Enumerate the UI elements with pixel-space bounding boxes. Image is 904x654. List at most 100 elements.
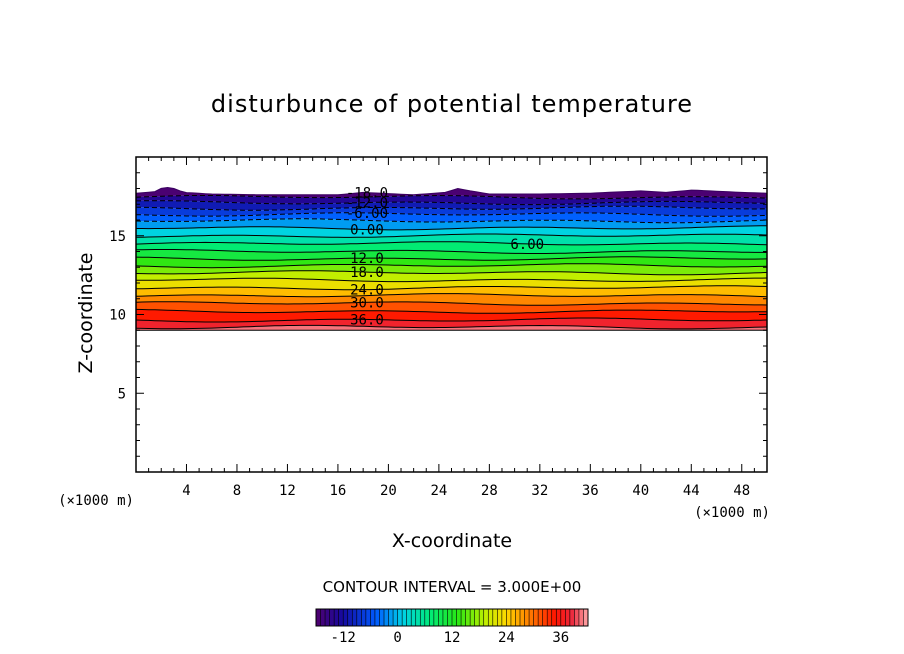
contour-line bbox=[136, 285, 767, 291]
colorbar-cell bbox=[452, 609, 457, 626]
colorbar-cell bbox=[338, 609, 344, 626]
y-tick-label: 15 bbox=[109, 229, 126, 245]
x-tick-label: 44 bbox=[683, 483, 700, 499]
contour-line bbox=[136, 293, 767, 298]
colorbar-frame bbox=[315, 608, 589, 627]
colorbar-cell bbox=[356, 609, 362, 626]
contour-label: 30.0 bbox=[350, 295, 384, 311]
contour-line bbox=[136, 301, 767, 306]
contour-line bbox=[136, 324, 767, 330]
colorbar-cell bbox=[424, 609, 430, 626]
colorbar-cell bbox=[474, 609, 480, 626]
colorbar-cell bbox=[569, 609, 575, 626]
x-tick-label: 24 bbox=[430, 483, 447, 499]
colorbar-cell bbox=[393, 609, 398, 626]
colorbar-cell bbox=[325, 609, 330, 626]
colorbar-cell bbox=[343, 609, 349, 626]
colorbar-cell bbox=[316, 609, 321, 626]
x-tick-label: 40 bbox=[632, 483, 649, 499]
colorbar-tick-label: 0 bbox=[393, 630, 401, 646]
colorbar-cell bbox=[402, 609, 407, 626]
y-axis-ticks: 5 10 15 bbox=[109, 172, 767, 457]
colorbar-cell bbox=[456, 609, 462, 626]
contour-interval-label: CONTOUR INTERVAL = 3.000E+00 bbox=[323, 578, 582, 596]
colorbar-cell bbox=[406, 609, 412, 626]
contour-line bbox=[136, 218, 767, 224]
contour-line bbox=[136, 277, 767, 283]
colorbar-cell bbox=[542, 609, 548, 626]
y-tick-label: 10 bbox=[109, 308, 126, 324]
colorbar-cell bbox=[433, 609, 439, 626]
colorbar-cell bbox=[506, 609, 512, 626]
colorbar-cell bbox=[583, 609, 589, 626]
colorbar-cell bbox=[374, 609, 380, 626]
colorbar-cell bbox=[470, 609, 475, 626]
colorbar-cell bbox=[320, 609, 326, 626]
contour-line bbox=[136, 270, 767, 276]
y-unit-label: (×1000 m) bbox=[58, 493, 134, 509]
contour-line bbox=[136, 317, 767, 323]
contour-label: -18.0 bbox=[346, 185, 388, 201]
colorbar-cell bbox=[365, 609, 371, 626]
colorbar-cell bbox=[501, 609, 507, 626]
colorbar-tick-label: 12 bbox=[444, 630, 461, 646]
colorbar-cell bbox=[370, 609, 376, 626]
y-tick-label: 5 bbox=[118, 386, 126, 402]
contour-line bbox=[136, 241, 767, 246]
colorbar-cell bbox=[565, 609, 571, 626]
x-tick-label: 8 bbox=[233, 483, 241, 499]
colorbar-cell bbox=[347, 609, 353, 626]
x-unit-label: (×1000 m) bbox=[694, 505, 770, 521]
colorbar-cell bbox=[411, 609, 417, 626]
colorbar-tick-label: -12 bbox=[331, 630, 356, 646]
colorbar-cell bbox=[361, 609, 367, 626]
contour-line bbox=[136, 263, 767, 269]
x-axis-title: X-coordinate bbox=[392, 530, 512, 552]
contour-line bbox=[136, 308, 767, 314]
contour-band bbox=[136, 318, 767, 329]
x-tick-label: 28 bbox=[481, 483, 498, 499]
colorbar-cell bbox=[520, 609, 525, 626]
colorbar-cell bbox=[551, 609, 557, 626]
x-tick-label: 16 bbox=[329, 483, 346, 499]
contour-line bbox=[136, 225, 767, 231]
x-axis-ticks: 4 8 12 16 20 24 28 32 36 40 44 48 bbox=[148, 157, 755, 499]
x-tick-label: 48 bbox=[733, 483, 750, 499]
colorbar-cell bbox=[329, 609, 335, 626]
colorbar-cell bbox=[488, 609, 494, 626]
x-tick-label: 12 bbox=[279, 483, 296, 499]
contour-label: 36.0 bbox=[350, 312, 384, 328]
contour-labels: -18.0-12.0-6.000.00 6.00 12.018.0 24.030.03… bbox=[346, 185, 544, 328]
chart-title: disturbunce of potential temperature bbox=[211, 90, 693, 118]
colorbar-cell bbox=[352, 609, 358, 626]
contour-label: 24.0 bbox=[350, 283, 384, 299]
contour-band bbox=[136, 187, 767, 199]
colorbar-cell bbox=[420, 609, 426, 626]
colorbar-cell bbox=[465, 609, 471, 626]
contour-line bbox=[136, 212, 767, 217]
contour-line bbox=[136, 249, 767, 254]
x-tick-label: 4 bbox=[182, 483, 190, 499]
colorbar-cell bbox=[524, 609, 530, 626]
data-top-boundary bbox=[136, 186, 767, 196]
contour-line bbox=[136, 256, 767, 261]
colorbar-cell bbox=[388, 609, 394, 626]
contour-label: 18.0 bbox=[350, 265, 384, 281]
colorbar-tick-label: 24 bbox=[498, 630, 515, 646]
colorbar-cell bbox=[447, 609, 453, 626]
x-tick-label: 36 bbox=[582, 483, 599, 499]
colorbar-cell bbox=[547, 609, 553, 626]
contour-label: -12.0 bbox=[346, 196, 388, 212]
x-tick-label: 32 bbox=[531, 483, 548, 499]
colorbar-cell bbox=[384, 609, 389, 626]
colorbar-cell bbox=[574, 609, 580, 626]
colorbar-cell bbox=[461, 609, 466, 626]
colorbar-cell bbox=[397, 609, 403, 626]
contour-line bbox=[136, 233, 767, 238]
colorbar-cell bbox=[538, 609, 543, 626]
colorbar-cell bbox=[578, 609, 584, 626]
contour-band bbox=[136, 256, 767, 268]
contour-line bbox=[136, 205, 767, 211]
y-axis-title: Z-coordinate bbox=[75, 253, 97, 374]
x-tick-label: 20 bbox=[380, 483, 397, 499]
